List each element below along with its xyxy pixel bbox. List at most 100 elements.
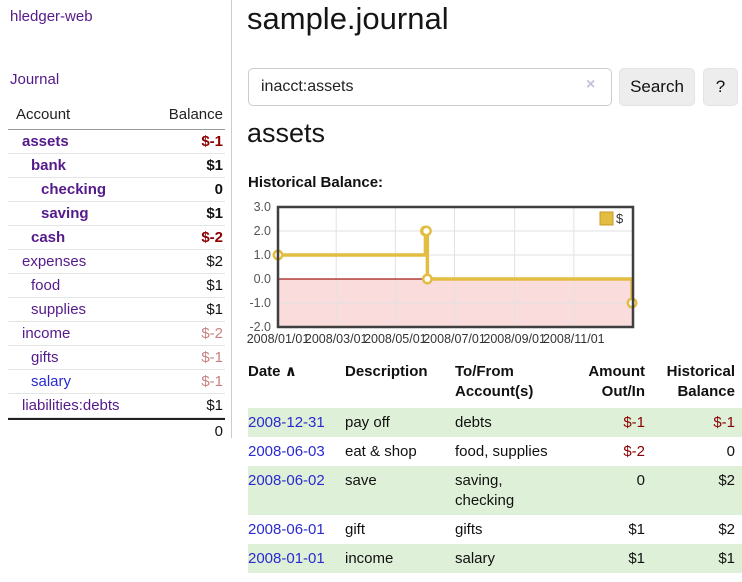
transaction-date-link[interactable]: 2008-06-03 (248, 443, 325, 460)
transaction-amount: $1 (573, 544, 645, 573)
clear-search-icon[interactable]: × (586, 76, 596, 93)
transaction-balance: 0 (726, 443, 735, 460)
transaction-description: income (345, 544, 455, 573)
accounts-table: Account Balance assets $-1 bank $1 checking 0… (8, 102, 225, 443)
account-balance: $-1 (201, 133, 223, 150)
transaction-description: gift (345, 521, 366, 538)
account-balance: 0 (214, 181, 223, 198)
transaction-balance: $-1 (645, 408, 742, 437)
account-row: assets $-1 (8, 130, 225, 154)
account-column-header-main: To/From Account(s) (455, 363, 534, 400)
account-row: bank $1 (8, 154, 225, 178)
account-balance: $-1 (201, 349, 223, 366)
account-balance: $1 (206, 397, 223, 414)
account-balance: $-2 (201, 325, 223, 342)
accounts-table-body: assets $-1 bank $1 checking 0 saving $1 cash $-2 e… (8, 130, 225, 418)
account-row: supplies $1 (8, 298, 225, 322)
transaction-accounts: food, supplies (455, 443, 548, 460)
account-balance: $-2 (201, 229, 223, 246)
account-link-cash[interactable]: cash (31, 229, 66, 246)
chart-data-point (421, 273, 433, 285)
transaction-balance: $2 (645, 466, 742, 515)
y-tick-label: -2.0 (249, 320, 271, 334)
account-link-expenses[interactable]: expenses (22, 253, 87, 270)
sidebar-item-journal[interactable]: Journal (10, 71, 60, 88)
description-column-header: Description (345, 363, 428, 380)
legend-label: $ (616, 211, 624, 226)
sidebar: hledger-web Journal Account Balance asse… (0, 0, 232, 440)
transaction-date-link[interactable]: 2008-06-02 (248, 472, 325, 489)
transaction-date-link[interactable]: 2008-01-01 (248, 550, 325, 567)
account-balance: $-1 (201, 373, 223, 390)
y-tick-label: 2.0 (254, 224, 271, 238)
search-input[interactable] (248, 68, 612, 106)
transaction-accounts: saving, checking (455, 466, 573, 515)
account-link-food[interactable]: food (31, 277, 61, 294)
sort-ascending-icon: ∧ (284, 363, 297, 380)
chart-title: Historical Balance: (248, 174, 384, 191)
transaction-description: save (345, 466, 455, 515)
accounts-total-row: 0 (8, 418, 225, 443)
account-link-income[interactable]: income (22, 325, 71, 342)
account-link-supplies[interactable]: supplies (31, 301, 87, 318)
x-tick-label: 2008/05/01 (364, 332, 427, 346)
account-column-header: Account (16, 106, 71, 123)
help-button[interactable]: ? (703, 68, 738, 106)
account-balance: $1 (206, 157, 223, 174)
x-tick-label: 2008/07/01 (423, 332, 486, 346)
account-link-checking[interactable]: checking (41, 181, 107, 198)
x-tick-label: 2008/03/01 (305, 332, 368, 346)
accounts-total-value: 0 (214, 423, 223, 440)
account-balance: $1 (206, 277, 223, 294)
app-title-link[interactable]: hledger-web (10, 8, 93, 25)
amount-column-header: Amount Out/In (588, 363, 645, 400)
transaction-amount: 0 (573, 466, 645, 515)
x-tick-label: 2008/11/01 (543, 332, 605, 346)
transaction-accounts: salary (455, 544, 573, 573)
account-link-liabilities-debts[interactable]: liabilities:debts (22, 397, 120, 414)
account-link-bank[interactable]: bank (31, 157, 67, 174)
transaction-accounts: gifts (455, 521, 483, 538)
transaction-description: pay off (345, 408, 455, 437)
transactions-body: 2008-12-31 pay off debts $-1 $-1 2008-06-03 ea… (248, 408, 742, 573)
accounts-table-header: Account Balance (8, 102, 225, 130)
account-row: income $-2 (8, 322, 225, 346)
chart-data-point (420, 225, 432, 237)
x-tick-label: 2008/01/01 (247, 332, 310, 346)
chart-border (276, 205, 635, 329)
x-tick-label: 2008/09/01 (483, 332, 546, 346)
transactions-header-row: Date ∧ Description To/From Account(s) Am… (248, 360, 742, 408)
account-link-salary[interactable]: salary (31, 373, 72, 390)
legend-swatch (599, 211, 614, 226)
account-link-assets[interactable]: assets (22, 133, 69, 150)
transaction-amount: $-2 (623, 443, 645, 460)
balance-column-header-main: Historical Balance (666, 363, 735, 400)
transaction-amount: $-1 (573, 408, 645, 437)
transaction-date-link[interactable]: 2008-12-31 (248, 414, 325, 431)
account-balance: $1 (206, 301, 223, 318)
transaction-balance: $1 (645, 544, 742, 573)
account-row: saving $1 (8, 202, 225, 226)
transaction-accounts: debts (455, 408, 573, 437)
transaction-row: 2008-06-03 eat & shop food, supplies $-2 0 (248, 437, 742, 466)
y-tick-label: 1.0 (254, 248, 271, 262)
transaction-description: eat & shop (345, 443, 417, 460)
account-row: food $1 (8, 274, 225, 298)
search-button[interactable]: Search (619, 68, 695, 106)
y-tick-label: -1.0 (249, 296, 271, 310)
date-column-header[interactable]: Date ∧ (248, 360, 345, 408)
account-link-gifts[interactable]: gifts (31, 349, 59, 366)
transactions-table: Date ∧ Description To/From Account(s) Am… (248, 360, 742, 573)
y-tick-label: 0.0 (254, 272, 271, 286)
date-header-label: Date (248, 363, 281, 380)
account-heading: assets (247, 118, 326, 148)
account-row: gifts $-1 (8, 346, 225, 370)
account-row: cash $-2 (8, 226, 225, 250)
account-link-saving[interactable]: saving (41, 205, 89, 222)
transaction-date-link[interactable]: 2008-06-01 (248, 521, 325, 538)
transaction-row: 2008-01-01 income salary $1 $1 (248, 544, 742, 573)
historical-balance-chart: $3.0 2.0 1.0 0.0 -1.0 -2.02008/01/012008/03/0… (247, 200, 638, 346)
transaction-amount: $1 (628, 521, 645, 538)
account-row: expenses $2 (8, 250, 225, 274)
transaction-balance: $2 (718, 521, 735, 538)
